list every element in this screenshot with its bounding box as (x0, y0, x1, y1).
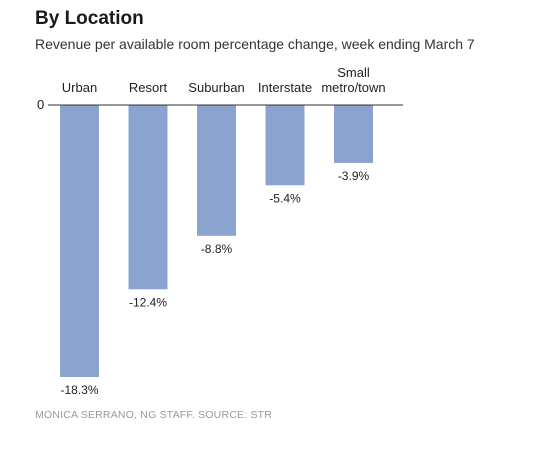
bar-interstate (265, 105, 305, 186)
value-labels: -18.3% -12.4% -8.8% -5.4% -3.9% (60, 169, 369, 397)
chart-subtitle: Revenue per available room percentage ch… (35, 36, 475, 52)
y-tick-label-zero: 0 (37, 97, 44, 112)
value-label: -12.4% (129, 295, 167, 309)
category-label: Suburban (188, 80, 244, 95)
category-label: Resort (129, 80, 168, 95)
category-label: Urban (62, 80, 97, 95)
bars (60, 105, 373, 377)
value-label: -8.8% (201, 242, 233, 256)
bar-suburban (197, 105, 236, 236)
chart-title: By Location (35, 8, 144, 29)
value-label: -5.4% (269, 191, 301, 205)
category-labels: Urban Resort Suburban Interstate Small metro/… (62, 65, 386, 95)
category-label: Interstate (258, 80, 312, 95)
value-label: -18.3% (60, 383, 98, 397)
source-credit: MONICA SERRANO, NG STAFF. SOURCE: STR (35, 409, 273, 421)
bar-resort (128, 105, 168, 290)
category-label: Small metro/town (321, 65, 385, 95)
value-label: -3.9% (338, 169, 370, 183)
bar-urban (60, 105, 99, 377)
bar-small-metro-town (334, 105, 373, 163)
